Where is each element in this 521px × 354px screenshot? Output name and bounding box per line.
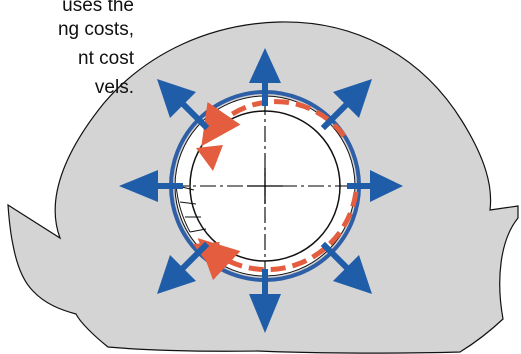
upper-flow-dashed-arc <box>201 99 347 147</box>
arrow-shaft-bottom-right <box>320 241 352 273</box>
lower-flow-dashed-arc <box>197 191 359 281</box>
arrow-top-right-icon <box>333 79 372 118</box>
arrow-left-icon <box>119 170 158 202</box>
flow-arrowhead-upper-icon <box>196 145 223 171</box>
arrow-top-icon <box>249 48 281 83</box>
arrow-right-icon <box>370 170 403 202</box>
contact-line-2 <box>179 201 197 205</box>
arrow-shaft-top-left <box>178 99 210 131</box>
radial-pressure-arrows <box>119 48 403 333</box>
arrow-top-left-icon <box>157 79 196 118</box>
text-line-4: vels. <box>94 77 134 98</box>
arrow-shaft-bottom-left <box>178 241 210 273</box>
arrow-bottom-icon <box>249 294 281 333</box>
text-fragment-block: uses the ng costs, nt cost vels. <box>0 0 200 120</box>
text-line-2: ng costs, <box>57 19 134 40</box>
arrow-bottom-left-icon <box>157 255 196 294</box>
contact-line-4 <box>189 228 207 233</box>
arrow-shaft-top-right <box>320 100 351 131</box>
text-line-1: uses the <box>62 0 134 16</box>
arrow-bottom-right-icon <box>333 255 372 294</box>
text-line-3: nt cost <box>78 48 134 69</box>
